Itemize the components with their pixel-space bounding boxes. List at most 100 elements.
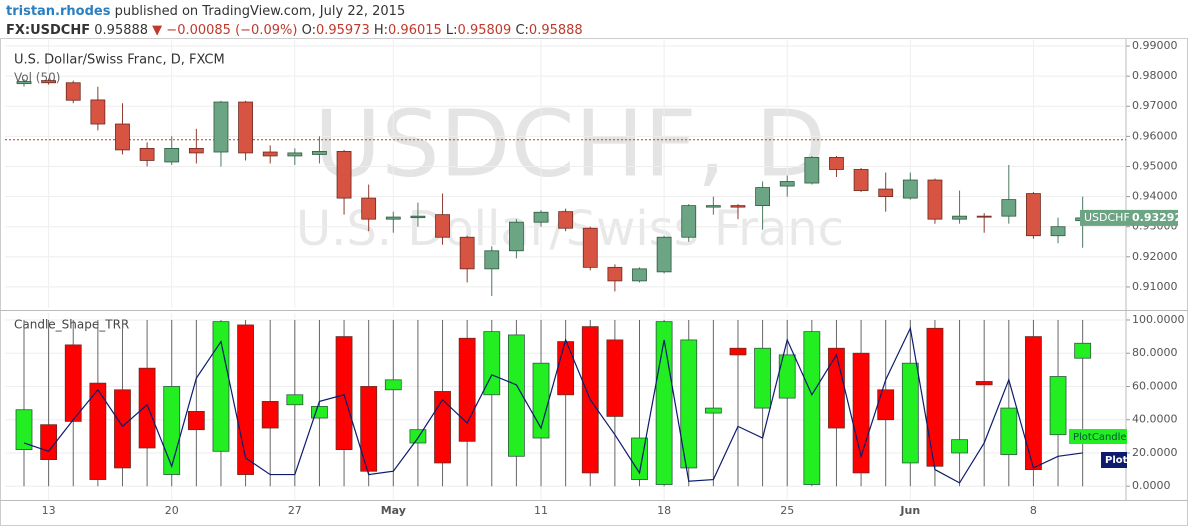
candle-body xyxy=(261,401,279,429)
candle-body xyxy=(213,101,229,153)
candle-body xyxy=(138,367,156,449)
x-tick-label: 11 xyxy=(534,504,548,517)
candle-body xyxy=(384,379,402,391)
candle-body xyxy=(778,354,796,399)
candle-body xyxy=(951,439,968,454)
candle-body xyxy=(312,151,327,155)
candle-body xyxy=(459,236,475,270)
candle-body xyxy=(705,205,721,208)
header: tristan.rhodes published on TradingView.… xyxy=(6,2,583,40)
legend-box xyxy=(1101,452,1127,468)
x-tick-label: 8 xyxy=(1030,504,1037,517)
ohlc-value: 0.95809 xyxy=(457,23,512,38)
candle-body xyxy=(730,205,746,208)
candle-body xyxy=(114,389,131,469)
change: ▼ −0.00085 (−0.09%) xyxy=(152,23,298,38)
candle-body xyxy=(64,344,82,422)
candle-body xyxy=(237,324,254,475)
x-tick-label: Jun xyxy=(899,504,920,517)
ohlc-label: O: xyxy=(301,23,316,38)
candle-body xyxy=(41,80,57,84)
candle-body xyxy=(187,411,205,431)
candle-body xyxy=(804,157,820,184)
x-tick-label: 27 xyxy=(288,504,302,517)
x-tick-label: 20 xyxy=(165,504,179,517)
y-tick-label: 0.94000 xyxy=(1132,190,1178,203)
candle-body xyxy=(1074,342,1092,359)
y-tick-label: 0.96000 xyxy=(1132,129,1178,142)
candle-body xyxy=(681,205,697,238)
candle-body xyxy=(927,179,943,220)
candle-body xyxy=(655,321,673,485)
candle-body xyxy=(238,101,253,154)
candle-body xyxy=(952,215,967,220)
candle-body xyxy=(115,123,130,151)
candle-body xyxy=(212,321,230,452)
pane-title: Candle_Shape_TRR xyxy=(14,318,129,332)
candle-body xyxy=(877,389,895,421)
candle-body xyxy=(483,331,501,396)
candle-body xyxy=(287,152,303,157)
y-tick-label: 0.91000 xyxy=(1132,280,1178,293)
candle-body xyxy=(410,215,426,219)
candle-body xyxy=(16,81,32,85)
candle-body xyxy=(975,381,993,386)
x-tick-label: May xyxy=(381,504,406,517)
candle-body xyxy=(582,227,598,268)
candle-body xyxy=(385,216,401,220)
candle-body xyxy=(754,347,771,409)
author: tristan.rhodes xyxy=(6,4,111,19)
last: 0.95888 xyxy=(94,23,149,38)
candle-body xyxy=(607,266,623,282)
candle-body xyxy=(188,148,204,154)
candle-body xyxy=(163,386,181,475)
watermark: USDCHF, D xyxy=(314,90,826,197)
candle-body xyxy=(1025,336,1042,470)
y-tick-label: 0.92000 xyxy=(1132,250,1178,263)
watermark-sub: U.S. Dollar/Swiss Franc xyxy=(296,201,844,257)
ohlc-value: 0.96015 xyxy=(388,23,442,38)
ohlc-label: C: xyxy=(515,23,529,38)
ohlc-label: L: xyxy=(445,23,458,38)
legend-box xyxy=(1069,429,1127,444)
candle-body xyxy=(976,215,992,218)
candle-body xyxy=(458,337,476,442)
candle-body xyxy=(902,179,918,199)
candle-body xyxy=(828,347,845,429)
candle-body xyxy=(779,181,795,187)
candle-body xyxy=(1001,199,1017,217)
ohlc-value: 0.95973 xyxy=(315,23,370,38)
x-tick-label: 25 xyxy=(780,504,794,517)
candle-body xyxy=(286,394,304,406)
candle-body xyxy=(335,336,353,451)
y-tick-label: 0.99000 xyxy=(1132,39,1178,52)
candle-body xyxy=(435,214,450,238)
legend-label: Plot xyxy=(1105,455,1128,466)
candle-body xyxy=(1049,376,1067,436)
candle-body xyxy=(360,386,378,472)
published: published on TradingView.com, July 22, 2… xyxy=(114,4,406,19)
x-tick-label: 13 xyxy=(42,504,56,517)
candle-body xyxy=(557,341,575,396)
y-tick-label: 60.0000 xyxy=(1132,379,1178,392)
candle-body xyxy=(89,382,107,480)
indicator-line xyxy=(23,326,1083,484)
y-tick-label: 100.0000 xyxy=(1132,313,1185,326)
candle-body xyxy=(704,407,722,414)
candle-body xyxy=(1026,193,1041,237)
candle-body xyxy=(90,99,106,125)
candle-body xyxy=(262,151,278,157)
candle-body xyxy=(878,188,894,197)
last-price-box xyxy=(1080,209,1178,226)
ohlc-value: 0.95888 xyxy=(528,23,583,38)
candle-body xyxy=(803,331,821,485)
candle-body xyxy=(632,268,647,282)
candle-body xyxy=(484,250,500,270)
symbol: FX:USDCHF xyxy=(6,23,91,38)
legend-label: PlotCandle xyxy=(1073,432,1127,443)
last-price-label: 0.93292 xyxy=(1132,211,1182,224)
candle-body xyxy=(606,339,624,417)
candle-body xyxy=(558,211,574,229)
candle-body xyxy=(336,151,352,199)
